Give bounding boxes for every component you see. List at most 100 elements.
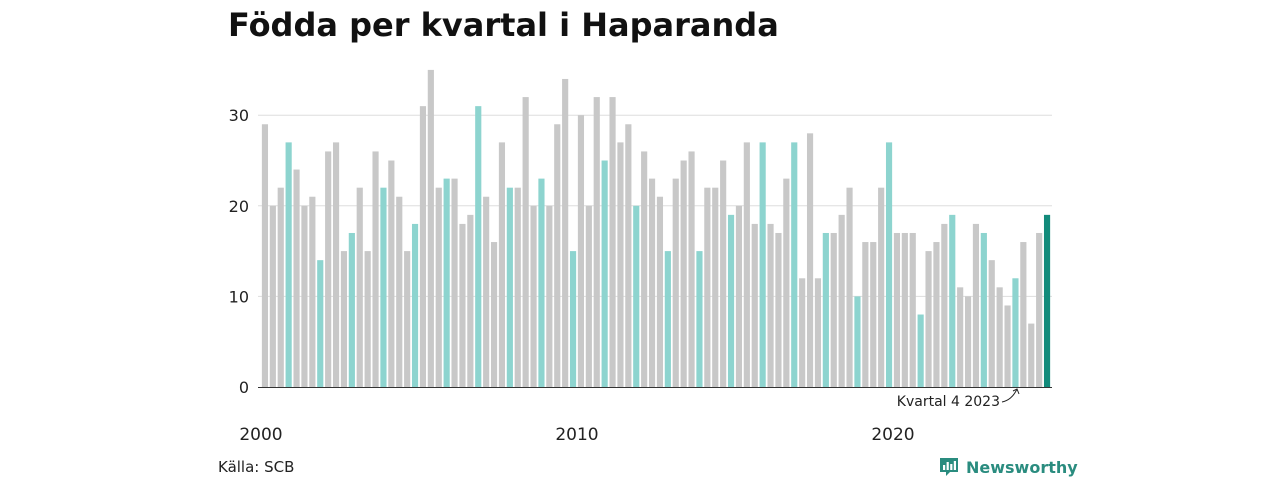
bar — [562, 78, 569, 388]
bar — [917, 314, 924, 387]
bar — [933, 242, 940, 387]
bar — [688, 151, 695, 387]
bar — [672, 178, 679, 387]
bar — [854, 296, 861, 387]
bar — [878, 187, 885, 387]
bar — [261, 124, 269, 387]
bar — [648, 178, 656, 387]
bar — [522, 97, 529, 387]
bar — [427, 69, 434, 388]
bar — [964, 296, 972, 387]
bar — [870, 242, 877, 387]
bar — [475, 106, 482, 387]
bar — [285, 142, 292, 387]
bar — [269, 205, 276, 387]
y-tick-label: 30 — [229, 106, 249, 125]
bar — [656, 196, 664, 387]
bar — [364, 251, 371, 387]
bar — [830, 232, 837, 387]
bar — [925, 251, 932, 387]
bar — [625, 124, 632, 387]
bar — [799, 278, 806, 387]
newsworthy-logo-icon — [940, 458, 958, 476]
bar — [972, 223, 980, 387]
bar — [467, 214, 474, 387]
bar — [957, 287, 964, 387]
bar — [633, 205, 640, 387]
bar — [641, 151, 648, 387]
bar — [751, 223, 758, 387]
bar — [988, 260, 995, 387]
bar — [680, 160, 687, 387]
bar — [372, 151, 379, 387]
bar — [309, 196, 316, 387]
bar — [775, 232, 782, 387]
bar — [554, 124, 561, 387]
bar — [585, 205, 592, 387]
bar — [735, 205, 743, 387]
bar — [1012, 278, 1019, 387]
bar — [806, 133, 814, 387]
bar — [720, 160, 727, 387]
y-tick-label: 0 — [239, 378, 249, 397]
bar — [941, 223, 948, 387]
bar — [506, 187, 513, 387]
bar — [404, 251, 411, 387]
bar — [593, 97, 600, 387]
bar — [791, 142, 798, 387]
bar — [609, 97, 616, 387]
bar — [885, 142, 893, 387]
brand-logo: Newsworthy — [938, 456, 1078, 478]
bar — [727, 214, 735, 387]
bar — [704, 187, 711, 387]
bar — [601, 160, 608, 387]
bar — [901, 232, 908, 387]
bar — [325, 151, 332, 387]
bar — [396, 196, 403, 387]
bar — [332, 142, 340, 387]
y-axis-ticks: 0 10 20 30 — [229, 106, 249, 397]
bar — [1036, 232, 1043, 387]
bar — [498, 142, 506, 387]
bar — [490, 242, 498, 387]
bar — [617, 142, 624, 387]
bar — [530, 205, 537, 387]
bar — [949, 214, 956, 387]
bar — [1028, 323, 1035, 387]
bar — [846, 187, 853, 387]
bar — [301, 205, 308, 387]
bar — [996, 287, 1003, 387]
y-tick-label: 10 — [229, 287, 249, 306]
annotation-label: Kvartal 4 2023 — [897, 394, 1000, 410]
chart-title: Födda per kvartal i Haparanda — [228, 6, 779, 44]
x-tick-label: 2020 — [871, 425, 914, 445]
bar — [822, 232, 829, 387]
bar — [459, 223, 466, 387]
bar — [893, 232, 901, 387]
bar — [743, 142, 750, 387]
bar — [317, 260, 324, 387]
bar — [783, 178, 790, 387]
bar — [546, 205, 553, 387]
bar — [293, 169, 300, 387]
bar — [767, 223, 774, 387]
y-tick-label: 20 — [229, 197, 249, 216]
bar — [1004, 305, 1011, 387]
x-tick-label: 2010 — [555, 425, 598, 445]
bar — [451, 178, 458, 387]
source-note: Källa: SCB — [218, 458, 295, 476]
annotation: Kvartal 4 2023 — [897, 388, 1020, 410]
x-tick-label: 2000 — [239, 425, 282, 445]
bar — [664, 251, 671, 387]
x-axis-ticks: 2000 2010 2020 — [239, 425, 914, 445]
bar — [443, 178, 450, 387]
bar — [1020, 242, 1027, 387]
bar — [862, 242, 869, 387]
annotation-arrow — [1001, 388, 1020, 403]
bar — [909, 232, 916, 387]
brand-name: Newsworthy — [966, 457, 1078, 477]
bar — [712, 187, 719, 387]
bar — [838, 214, 845, 387]
bar — [1043, 214, 1051, 387]
bar — [980, 232, 987, 387]
